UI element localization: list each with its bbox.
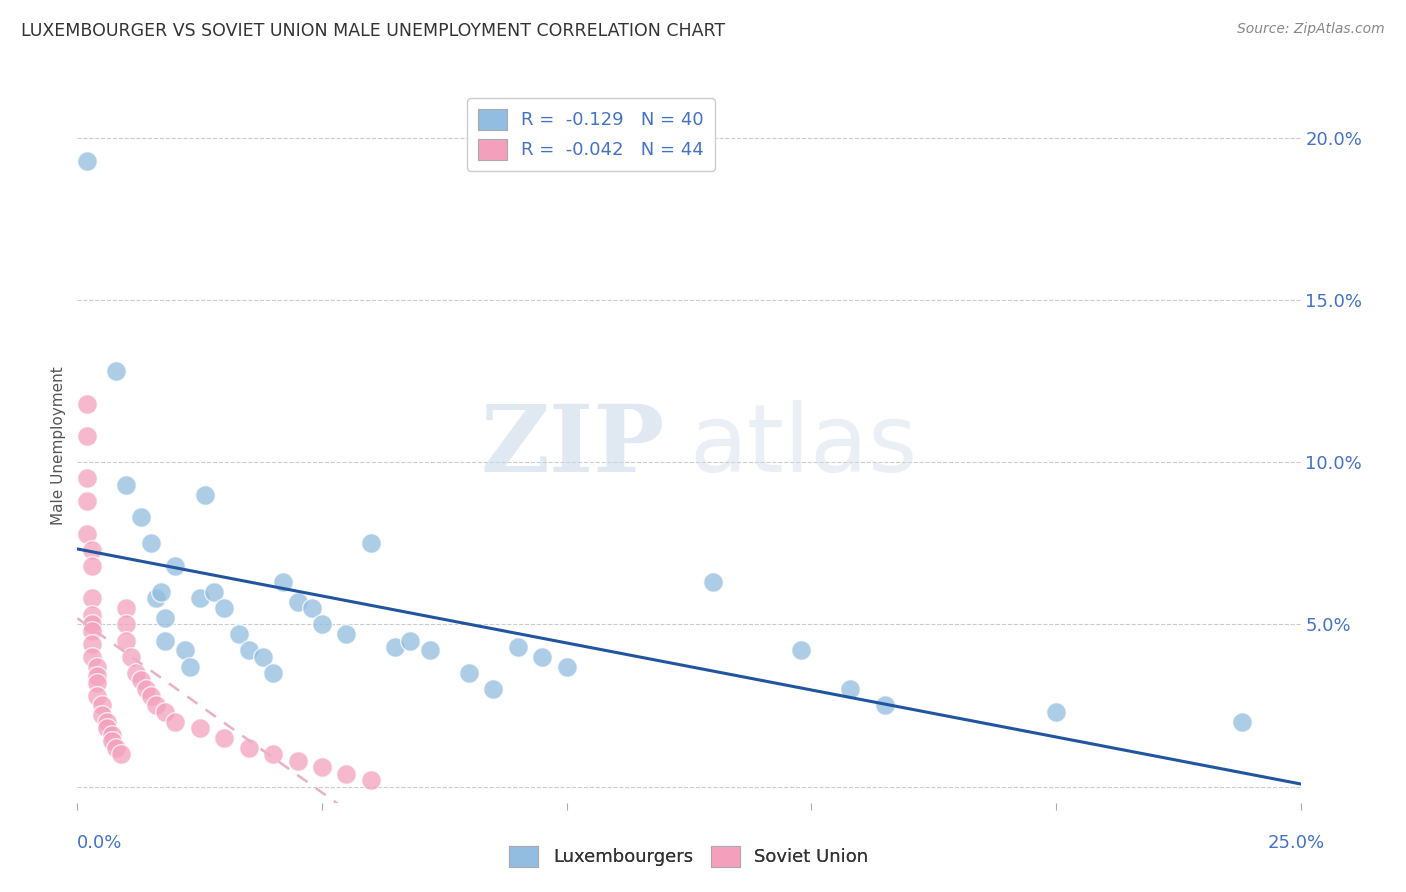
Point: [399, 633, 422, 648]
Point: [262, 666, 284, 681]
Point: [120, 649, 142, 664]
Point: [262, 747, 284, 761]
Point: [115, 617, 138, 632]
Point: [125, 666, 148, 681]
Point: [76, 153, 98, 168]
Text: LUXEMBOURGER VS SOVIET UNION MALE UNEMPLOYMENT CORRELATION CHART: LUXEMBOURGER VS SOVIET UNION MALE UNEMPL…: [21, 22, 725, 40]
Legend: Luxembourgers, Soviet Union: Luxembourgers, Soviet Union: [501, 837, 877, 876]
Point: [174, 643, 197, 657]
Y-axis label: Male Unemployment: Male Unemployment: [51, 367, 66, 525]
Point: [90, 708, 112, 723]
Point: [188, 591, 211, 606]
Point: [238, 643, 260, 657]
Point: [80, 637, 103, 651]
Point: [238, 740, 260, 755]
Point: [76, 471, 98, 485]
Point: [1230, 714, 1253, 729]
Point: [193, 488, 215, 502]
Point: [301, 601, 323, 615]
Point: [555, 659, 578, 673]
Point: [96, 721, 118, 735]
Point: [115, 478, 138, 492]
Point: [839, 682, 862, 697]
Point: [252, 649, 274, 664]
Point: [311, 760, 333, 774]
Point: [165, 559, 187, 574]
Point: [139, 536, 162, 550]
Point: [457, 666, 479, 681]
Point: [360, 536, 382, 550]
Point: [702, 575, 724, 590]
Point: [149, 585, 172, 599]
Point: [145, 698, 167, 713]
Point: [873, 698, 896, 713]
Point: [76, 526, 98, 541]
Point: [86, 689, 108, 703]
Point: [129, 673, 152, 687]
Point: [129, 510, 152, 524]
Point: [271, 575, 294, 590]
Point: [165, 714, 187, 729]
Point: [80, 591, 103, 606]
Point: [212, 731, 235, 745]
Point: [135, 682, 157, 697]
Point: [105, 364, 128, 378]
Point: [287, 595, 309, 609]
Point: [96, 714, 118, 729]
Point: [287, 754, 309, 768]
Text: Source: ZipAtlas.com: Source: ZipAtlas.com: [1237, 22, 1385, 37]
Point: [1045, 705, 1067, 719]
Point: [179, 659, 201, 673]
Point: [80, 624, 103, 638]
Point: [86, 659, 108, 673]
Point: [105, 740, 128, 755]
Text: ZIP: ZIP: [481, 401, 665, 491]
Point: [100, 728, 122, 742]
Point: [90, 698, 112, 713]
Point: [506, 640, 529, 654]
Point: [100, 734, 122, 748]
Point: [76, 429, 98, 443]
Point: [110, 747, 132, 761]
Text: 25.0%: 25.0%: [1267, 834, 1324, 852]
Point: [115, 601, 138, 615]
Point: [419, 643, 441, 657]
Point: [86, 669, 108, 683]
Point: [155, 633, 177, 648]
Text: atlas: atlas: [689, 400, 917, 492]
Point: [790, 643, 813, 657]
Point: [115, 633, 138, 648]
Point: [80, 649, 103, 664]
Point: [86, 675, 108, 690]
Point: [145, 591, 167, 606]
Point: [80, 617, 103, 632]
Point: [360, 773, 382, 788]
Point: [80, 542, 103, 557]
Point: [531, 649, 554, 664]
Point: [155, 705, 177, 719]
Point: [188, 721, 211, 735]
Point: [335, 766, 357, 780]
Point: [384, 640, 406, 654]
Point: [482, 682, 505, 697]
Text: 0.0%: 0.0%: [77, 834, 122, 852]
Point: [202, 585, 225, 599]
Point: [76, 397, 98, 411]
Point: [228, 627, 250, 641]
Point: [212, 601, 235, 615]
Point: [76, 494, 98, 508]
Point: [335, 627, 357, 641]
Point: [80, 607, 103, 622]
Point: [155, 611, 177, 625]
Point: [80, 559, 103, 574]
Point: [311, 617, 333, 632]
Point: [139, 689, 162, 703]
